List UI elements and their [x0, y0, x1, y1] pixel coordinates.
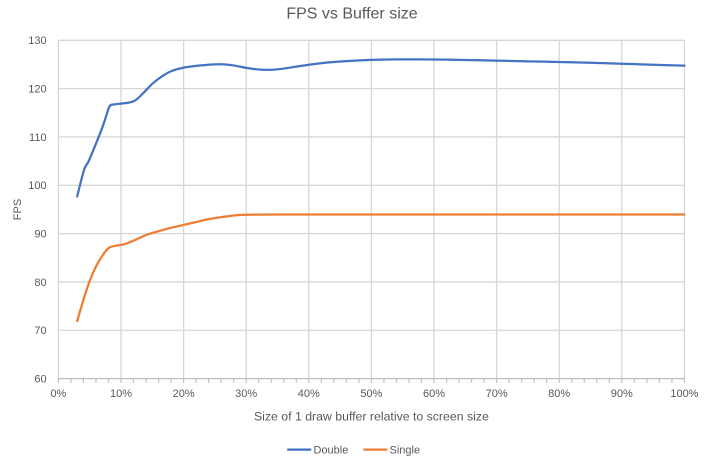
svg-text:110: 110	[29, 132, 47, 144]
svg-text:80%: 80%	[548, 388, 570, 400]
svg-text:130: 130	[28, 35, 46, 47]
svg-text:20%: 20%	[173, 388, 195, 400]
svg-text:0%: 0%	[50, 388, 66, 400]
svg-text:FPS vs Buffer size: FPS vs Buffer size	[286, 6, 417, 23]
svg-text:100: 100	[28, 180, 46, 192]
svg-text:70%: 70%	[486, 388, 508, 400]
svg-text:10%: 10%	[110, 388, 132, 400]
svg-text:70: 70	[34, 325, 46, 337]
svg-text:Single: Single	[390, 445, 421, 457]
svg-text:50%: 50%	[360, 388, 382, 400]
svg-text:Size of 1 draw buffer relative: Size of 1 draw buffer relative to screen…	[254, 409, 489, 423]
svg-text:100%: 100%	[670, 388, 698, 400]
svg-text:120: 120	[28, 84, 46, 96]
svg-text:30%: 30%	[235, 388, 257, 400]
svg-text:40%: 40%	[298, 388, 320, 400]
svg-text:Double: Double	[314, 445, 349, 457]
svg-text:90%: 90%	[611, 388, 633, 400]
svg-text:FPS: FPS	[12, 199, 24, 220]
svg-text:90: 90	[34, 229, 46, 241]
svg-text:60: 60	[34, 374, 46, 386]
svg-text:80: 80	[34, 277, 46, 289]
svg-text:60%: 60%	[423, 388, 445, 400]
